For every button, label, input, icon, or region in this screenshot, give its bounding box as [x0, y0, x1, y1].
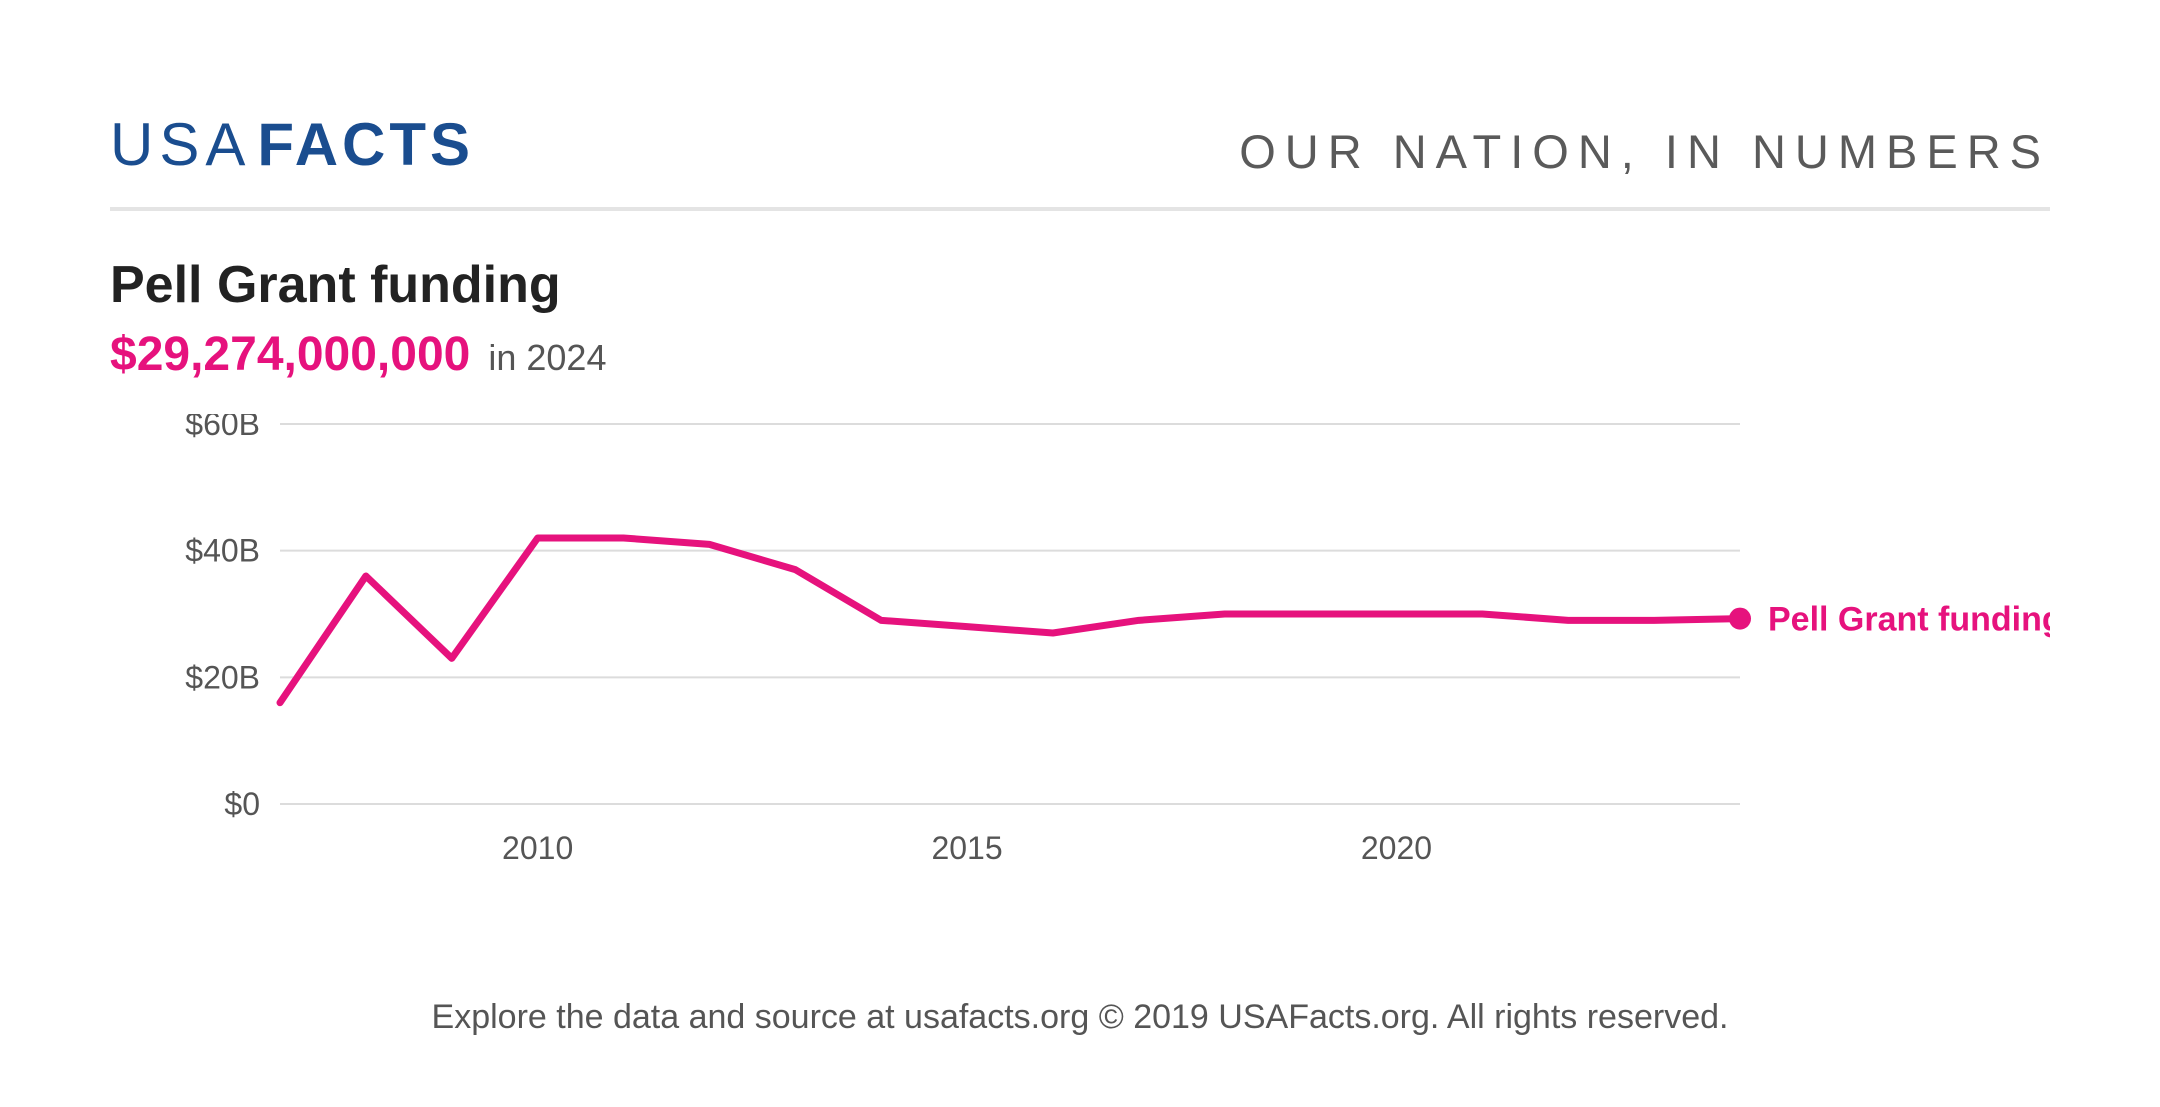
- svg-text:2010: 2010: [502, 830, 573, 866]
- chart: $0 $20B $40B $60B 2010 2015 2020 Pell Grant fun…: [110, 414, 2050, 894]
- stat-value: $29,274,000,000: [110, 327, 470, 382]
- chart-title: Pell Grant funding: [110, 255, 2050, 315]
- svg-text:$40B: $40B: [185, 533, 260, 569]
- svg-text:$60B: $60B: [185, 414, 260, 442]
- title-block: Pell Grant funding $29,274,000,000 in 20…: [110, 255, 2050, 382]
- logo: USA FACTS: [110, 110, 474, 179]
- svg-text:$0: $0: [224, 786, 260, 822]
- tagline: OUR NATION, IN NUMBERS: [1239, 124, 2050, 179]
- stat-year: in 2024: [488, 337, 606, 379]
- logo-facts: FACTS: [257, 110, 474, 179]
- line-chart-svg: $0 $20B $40B $60B 2010 2015 2020 Pell Grant fun…: [110, 414, 2050, 884]
- svg-text:2015: 2015: [931, 830, 1002, 866]
- footer-text: Explore the data and source at usafacts.…: [0, 998, 2160, 1037]
- svg-text:Pell Grant funding: Pell Grant funding: [1768, 601, 2050, 639]
- header: USA FACTS OUR NATION, IN NUMBERS: [110, 110, 2050, 211]
- stat-line: $29,274,000,000 in 2024: [110, 327, 2050, 382]
- page: USA FACTS OUR NATION, IN NUMBERS Pell Gr…: [0, 0, 2160, 1107]
- svg-text:2020: 2020: [1361, 830, 1432, 866]
- logo-usa: USA: [110, 110, 251, 179]
- svg-text:$20B: $20B: [185, 659, 260, 695]
